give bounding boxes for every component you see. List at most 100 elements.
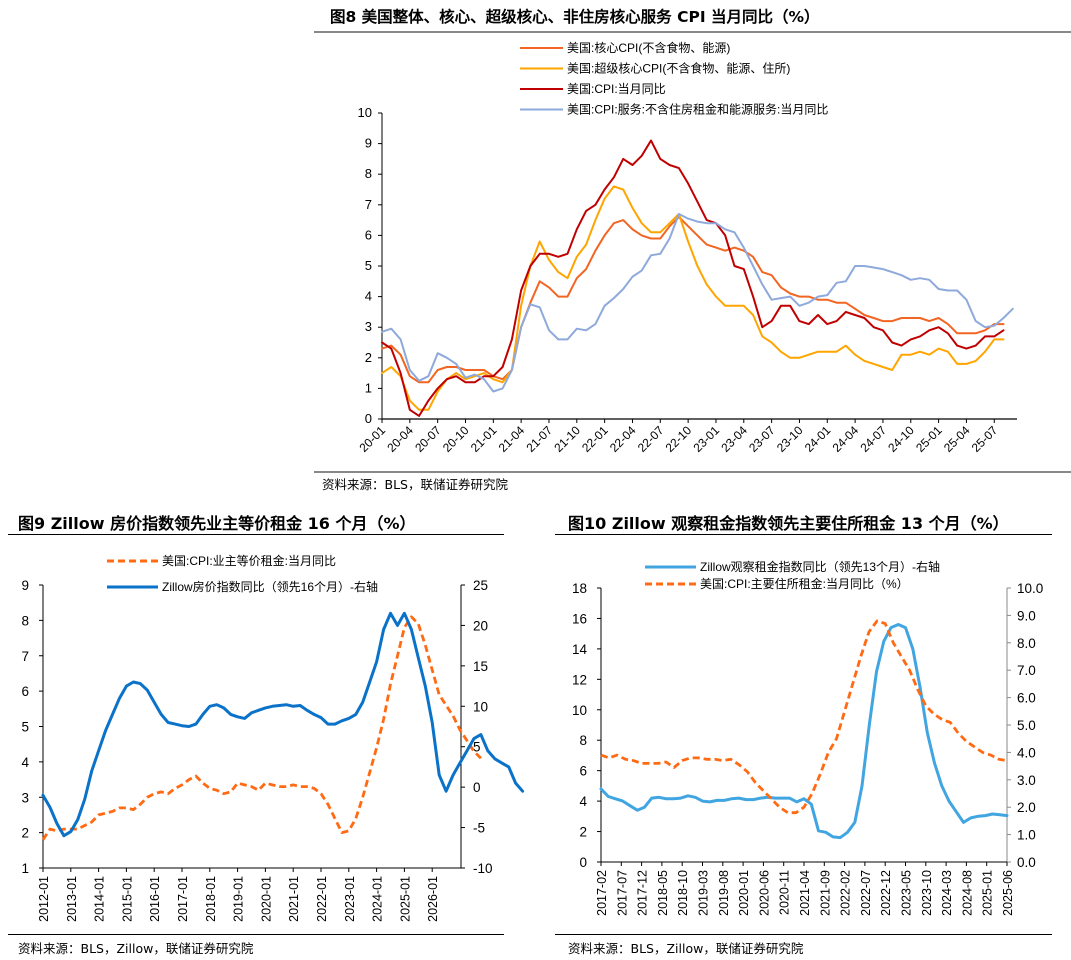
chart-10: 0 2 4 6 8 10 12 14 16 18 0.0 1.0 2.0 3.0 4.0 5.0 6.0 7.0 8… <box>572 559 1043 916</box>
chart-10-right-tick-label: 0.0 <box>1017 855 1036 870</box>
chart-10-x-tick-label: 2022-02 <box>839 870 853 916</box>
chart-10-x-tick-label: 2024-08 <box>960 870 974 916</box>
chart-10-left-tick-label: 16 <box>572 611 587 626</box>
chart-10-left-tick-label: 8 <box>579 733 587 748</box>
chart-10-x-tick-label: 2018-05 <box>656 870 670 916</box>
chart-8-x-tick-label: 20-01 <box>357 423 389 455</box>
chart-10-right-tick-label: 8.0 <box>1017 636 1036 651</box>
chart-10-x-tick-label: 2020-01 <box>737 870 751 916</box>
chart-10-left-tick-label: 12 <box>572 672 587 687</box>
chart-8-x-tick-label: 22-01 <box>579 423 611 455</box>
chart-10-right-tick-label: 9.0 <box>1017 608 1036 623</box>
figure-8-bottom-rule <box>314 471 1071 473</box>
chart-10-x-tick-label: 2022-12 <box>879 870 893 916</box>
figure-10-source: 资料来源：BLS，Zillow，联储证券研究院 <box>568 941 804 956</box>
figure-9-top-rule <box>8 534 504 535</box>
chart-10-left-tick-label: 4 <box>579 794 587 809</box>
chart-10-x-tick-label: 2020-11 <box>778 870 792 915</box>
chart-10-x-tick-label: 2018-10 <box>676 870 690 916</box>
chart-9-left-tick-label: 2 <box>21 826 29 841</box>
chart-9-right-tick-label: -5 <box>473 821 485 836</box>
chart-9-legend-label: Zillow房价指数同比（领先16个月）-右轴 <box>162 579 378 594</box>
chart-9-right-tick-label: 20 <box>473 618 488 633</box>
chart-10-right-tick-label: 10.0 <box>1017 581 1043 596</box>
figure-9-title: 图9 Zillow 房价指数领先业主等价租金 16 个月（%） <box>18 514 416 533</box>
chart-10-x-tick-label: 2025-01 <box>981 870 995 916</box>
chart-9-x-tick-label: 2013-01 <box>65 876 79 922</box>
chart-8-legend-label: 美国:超级核心CPI(不含食物、能源、住所) <box>567 61 790 76</box>
chart-8-x-tick-label: 21-10 <box>551 423 583 455</box>
chart-10-legend-label: Zillow观察租金指数同比（领先13个月）-右轴 <box>700 559 940 574</box>
chart-8-y-tick-label: 3 <box>365 319 372 334</box>
chart-10-left-tick-label: 14 <box>572 642 588 657</box>
chart-9-left-tick-label: 7 <box>21 649 29 664</box>
figure-10-top-rule <box>555 534 1052 535</box>
chart-9-x-tick-label: 2021-01 <box>287 876 301 922</box>
chart-9-right-tick-label: 5 <box>473 740 481 755</box>
chart-9-right-tick-label: 10 <box>473 699 488 714</box>
chart-8: 01234567891020-0120-0420-0720-1021-0121-… <box>357 40 1017 455</box>
chart-10-x-tick-label: 2019-03 <box>697 870 711 916</box>
chart-9-x-tick-label: 2025-01 <box>398 876 412 922</box>
chart-8-x-tick-label: 24-01 <box>802 423 834 455</box>
figure-10-title: 图10 Zillow 观察租金指数领先主要住所租金 13 个月（%） <box>568 514 1009 533</box>
chart-8-x-tick-label: 23-04 <box>718 423 750 455</box>
chart-8-x-tick-label: 21-04 <box>496 423 528 455</box>
chart-8-series-line <box>381 213 1014 393</box>
chart-10-series-line <box>600 619 1008 815</box>
chart-8-x-tick-label: 21-01 <box>468 423 500 455</box>
chart-8-x-tick-label: 23-10 <box>774 423 806 455</box>
chart-9-x-tick-label: 2022-01 <box>315 876 329 922</box>
chart-10-x-tick-label: 2023-05 <box>900 870 914 916</box>
chart-10-x-tick-label: 2020-06 <box>757 870 771 916</box>
chart-9-x-tick-label: 2024-01 <box>371 876 385 922</box>
chart-8-x-tick-label: 24-10 <box>885 423 917 455</box>
chart-9-left-tick-label: 9 <box>21 578 29 593</box>
chart-8-legend-label: 美国:核心CPI(不含食物、能源) <box>567 40 730 55</box>
chart-9-right-tick-label: 0 <box>473 780 481 795</box>
chart-10-right-tick-label: 2.0 <box>1017 800 1036 815</box>
chart-10-series-line <box>599 623 1009 840</box>
chart-10-x-tick-label: 2021-09 <box>818 870 832 916</box>
chart-9-left-tick-label: 1 <box>21 861 29 876</box>
chart-10-x-tick-label: 2021-04 <box>798 870 812 916</box>
chart-10-x-tick-label: 2024-03 <box>940 870 954 916</box>
chart-8-y-tick-label: 4 <box>365 289 372 304</box>
chart-8-x-tick-label: 22-07 <box>635 423 667 455</box>
chart-10-legend-label: 美国:CPI:主要住所租金:当月同比（%） <box>700 576 909 591</box>
chart-8-legend-label: 美国:CPI:服务:不含住房租金和能源服务:当月同比 <box>567 102 828 117</box>
chart-8-x-tick-label: 22-04 <box>607 423 639 455</box>
chart-10-x-tick-label: 2023-10 <box>920 870 934 916</box>
chart-8-y-tick-label: 7 <box>365 197 372 212</box>
figure-8-top-rule <box>314 31 1071 33</box>
chart-8-series-line <box>381 185 1005 411</box>
chart-10-left-tick-label: 10 <box>572 703 587 718</box>
chart-10-right-tick-label: 6.0 <box>1017 691 1036 706</box>
figure-8-source: 资料来源：BLS，联储证券研究院 <box>322 477 508 492</box>
chart-9: 1 2 3 4 5 6 7 8 9 -10 -5 0 5 10 15 20 25 2012-01 2013-01 20… <box>21 553 525 922</box>
chart-10-right-tick-label: 7.0 <box>1017 663 1036 678</box>
chart-8-y-tick-label: 6 <box>365 227 372 242</box>
chart-9-x-tick-label: 2015-01 <box>120 876 134 922</box>
chart-8-x-tick-label: 21-07 <box>523 423 555 455</box>
chart-9-right-tick-label: 25 <box>473 578 488 593</box>
chart-8-y-tick-label: 8 <box>365 166 372 181</box>
chart-9-left-tick-label: 4 <box>21 755 29 770</box>
figure-8-title: 图8 美国整体、核心、超级核心、非住房核心服务 CPI 当月同比（%） <box>330 8 820 26</box>
chart-9-x-tick-label: 2014-01 <box>93 876 107 922</box>
chart-8-y-tick-label: 2 <box>365 350 372 365</box>
chart-10-x-tick-label: 2019-08 <box>717 870 731 916</box>
chart-9-x-tick-label: 2026-01 <box>426 876 440 922</box>
chart-8-y-tick-label: 9 <box>365 136 372 151</box>
chart-8-x-tick-label: 24-04 <box>830 423 862 455</box>
chart-9-x-tick-label: 2020-01 <box>259 876 273 922</box>
chart-9-x-tick-label: 2023-01 <box>343 876 357 922</box>
chart-10-left-tick-label: 18 <box>572 581 587 596</box>
chart-8-x-tick-label: 23-07 <box>746 423 778 455</box>
figure-9-bottom-rule <box>8 934 504 935</box>
chart-9-x-tick-label: 2018-01 <box>204 876 218 922</box>
chart-10-right-tick-label: 1.0 <box>1017 828 1036 843</box>
chart-10-right-tick-label: 5.0 <box>1017 718 1036 733</box>
chart-8-legend-label: 美国:CPI:当月同比 <box>567 82 666 96</box>
